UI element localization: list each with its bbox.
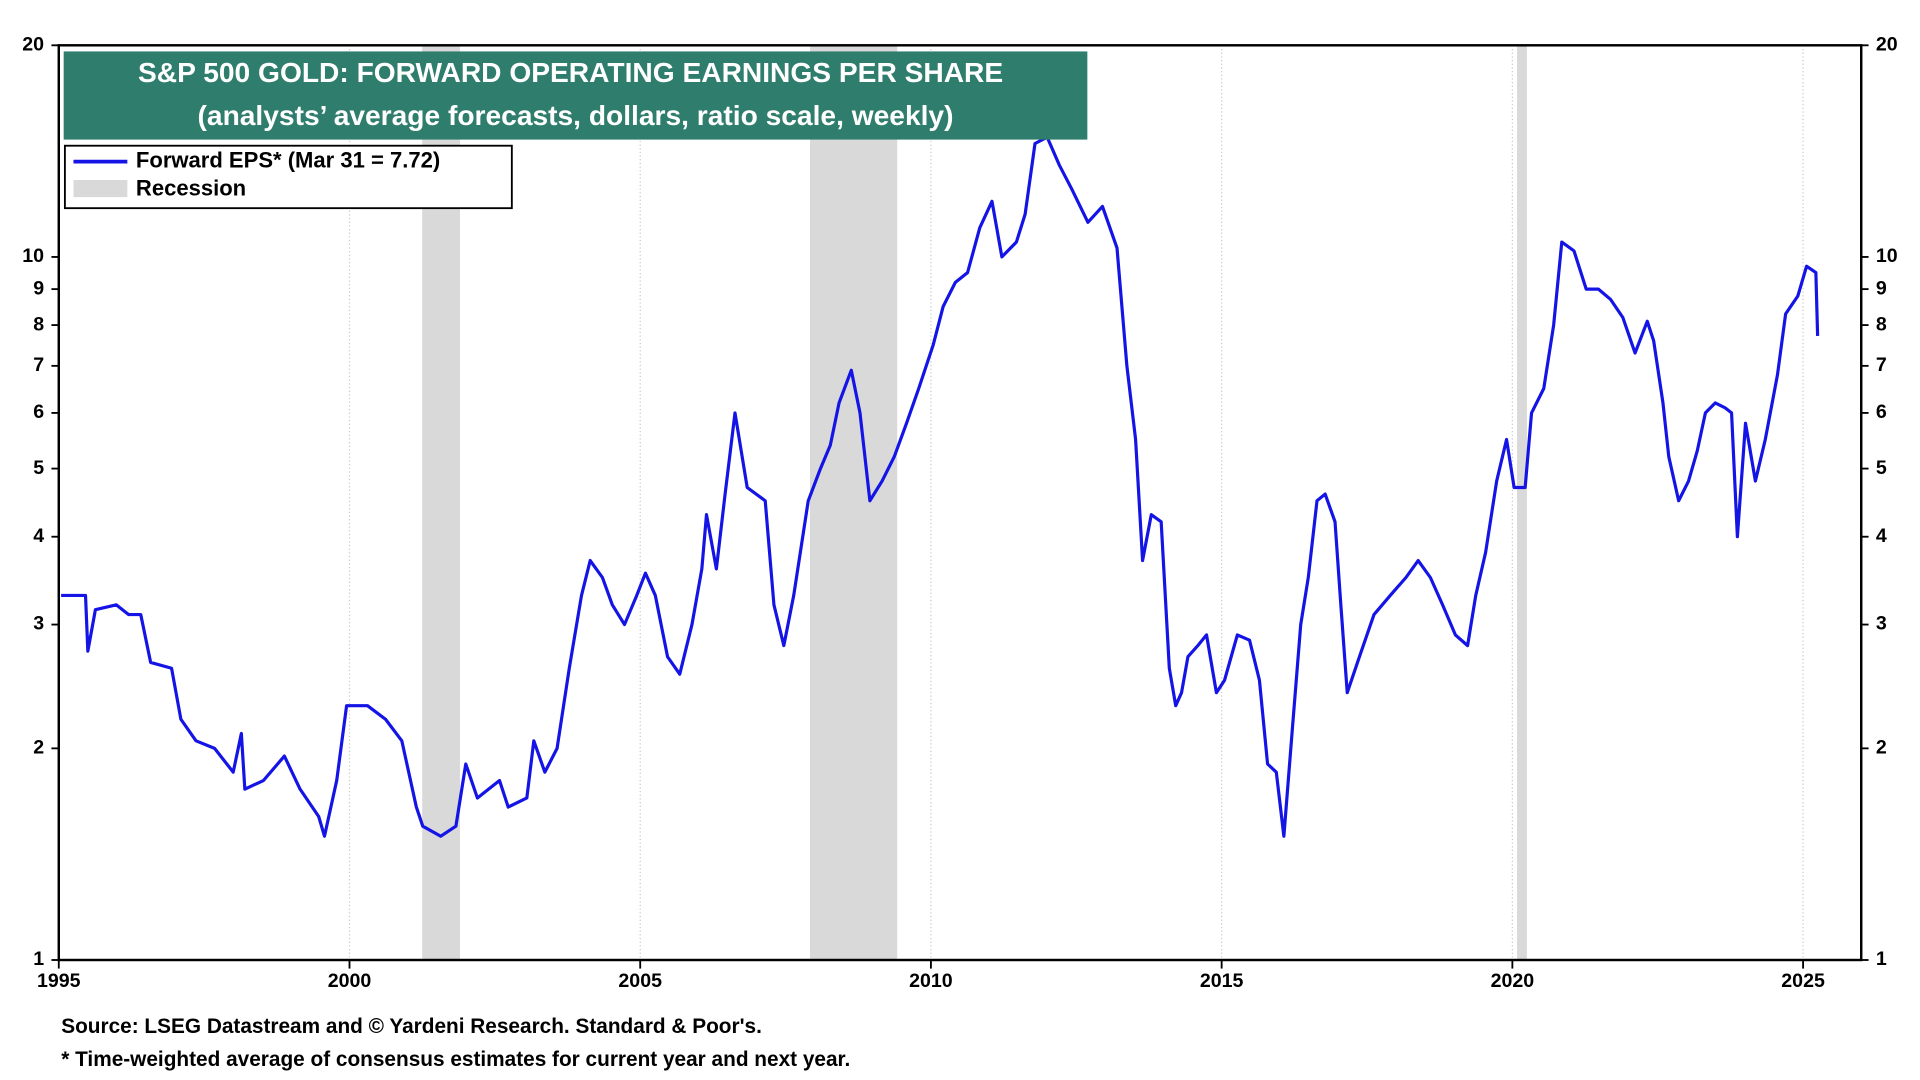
recession-layer <box>422 45 1527 960</box>
y-tick-label: 3 <box>33 613 44 635</box>
line-layer <box>61 135 1820 838</box>
title-box <box>63 51 1088 140</box>
y-tick-label: 7 <box>33 354 44 376</box>
y2-tick-label: 20 <box>1876 33 1898 55</box>
chart-title: S&P 500 GOLD: FORWARD OPERATING EARNINGS… <box>138 57 1003 88</box>
y2-tick-label: 1 <box>1876 948 1887 970</box>
legend-swatch <box>73 180 128 198</box>
x-tick-label: 2005 <box>618 970 662 992</box>
recession-band <box>1517 45 1527 960</box>
y-tick-label: 4 <box>33 525 44 547</box>
data-line <box>61 135 1820 838</box>
y2-tick-label: 8 <box>1876 313 1887 335</box>
y-tick-label: 1 <box>33 948 44 970</box>
y-tick-label: 6 <box>33 401 44 423</box>
y2-tick-label: 9 <box>1876 277 1887 299</box>
y2-tick-label: 2 <box>1876 737 1887 759</box>
x-tick-label: 2010 <box>909 970 953 992</box>
legend-label: Recession <box>136 176 246 201</box>
y2-tick-label: 10 <box>1876 245 1898 267</box>
recession-band <box>809 45 898 960</box>
footnote: * Time-weighted average of consensus est… <box>61 1048 850 1071</box>
x-tick-label: 1995 <box>37 970 81 992</box>
y2-tick-label: 5 <box>1876 457 1887 479</box>
y2-tick-label: 7 <box>1876 354 1887 376</box>
x-tick-label: 2015 <box>1200 970 1244 992</box>
y-tick-label: 9 <box>33 277 44 299</box>
x-tick-label: 2020 <box>1491 970 1535 992</box>
y-tick-label: 2 <box>33 737 44 759</box>
y2-tick-label: 6 <box>1876 401 1887 423</box>
y-tick-label: 20 <box>22 33 44 55</box>
source-note: Source: LSEG Datastream and © Yardeni Re… <box>61 1015 762 1038</box>
y2-tick-label: 4 <box>1876 525 1887 547</box>
legend-box <box>63 144 513 210</box>
x-tick-label: 2025 <box>1781 970 1825 992</box>
y-tick-label: 10 <box>22 245 44 267</box>
plot-frame <box>57 44 1863 962</box>
x-tick-label: 2000 <box>328 970 372 992</box>
chart-subtitle: (analysts’ average forecasts, dollars, r… <box>198 100 954 131</box>
y-tick-label: 5 <box>33 457 44 479</box>
y-tick-label: 8 <box>33 313 44 335</box>
legend-label: Forward EPS* (Mar 31 = 7.72) <box>136 147 440 172</box>
y2-tick-label: 3 <box>1876 613 1887 635</box>
